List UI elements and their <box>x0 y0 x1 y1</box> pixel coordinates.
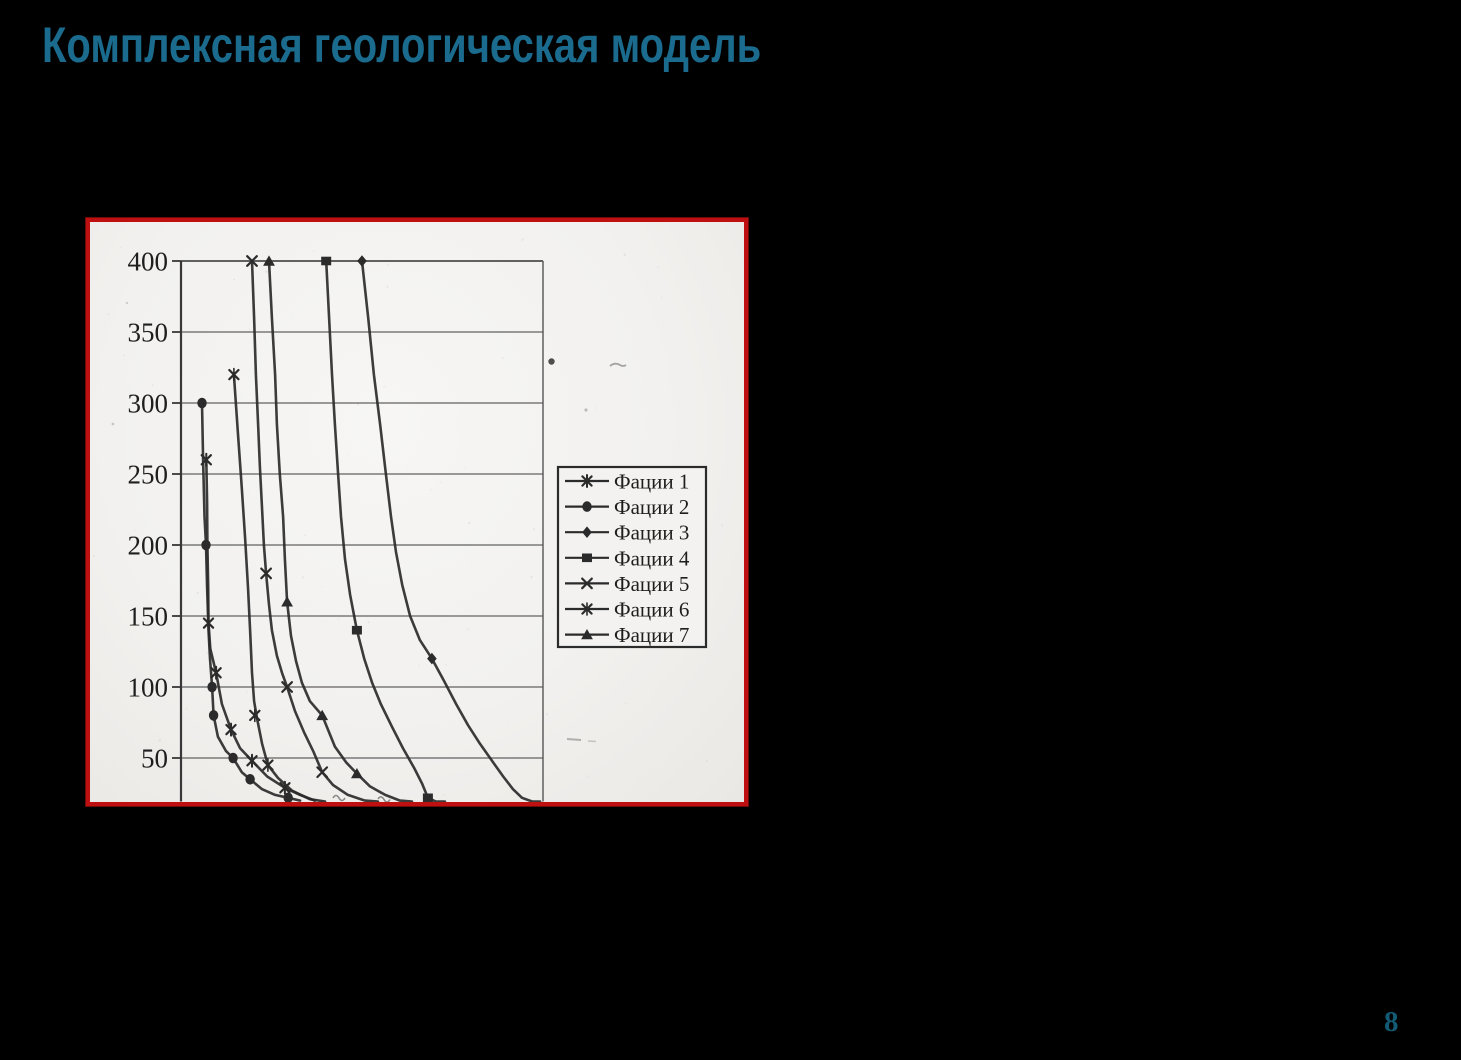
legend-label: Фации 7 <box>614 623 689 647</box>
triangle-marker-icon <box>281 596 293 607</box>
series-6 <box>228 367 327 802</box>
legend-entry: Фации 5 <box>565 572 689 596</box>
series-curve <box>250 259 380 802</box>
series-3 <box>357 255 542 802</box>
y-tick-label: 250 <box>128 460 169 490</box>
square-marker-icon <box>321 256 332 266</box>
xstar-marker-icon <box>210 665 222 680</box>
circle-marker-icon <box>245 774 255 785</box>
legend-entry: Фации 1 <box>565 470 689 494</box>
legend-label: Фации 1 <box>614 470 689 494</box>
legend-entry: Фации 3 <box>565 521 689 545</box>
xstar-marker-icon <box>581 474 593 488</box>
square-marker-icon <box>351 625 362 635</box>
series-7 <box>263 255 414 802</box>
series-1 <box>200 452 317 802</box>
circle-marker-icon <box>208 710 219 721</box>
series-curve <box>232 373 327 802</box>
diamond-marker-icon <box>582 526 592 538</box>
triangle-marker-icon <box>351 768 363 779</box>
square-marker-icon <box>582 553 592 563</box>
xstar-marker-icon <box>246 753 258 768</box>
y-tick-label: 300 <box>128 389 169 419</box>
triangle-marker-icon <box>316 709 329 721</box>
cross-marker-icon <box>581 577 593 590</box>
page-number: 8 <box>1384 1006 1399 1038</box>
cross-marker-icon <box>316 766 329 779</box>
star-marker-icon <box>262 758 274 772</box>
cross-marker-icon <box>260 567 273 580</box>
series-4 <box>321 256 447 802</box>
star-marker-icon <box>228 367 240 382</box>
series-curve <box>205 458 317 802</box>
legend-entry: Фации 4 <box>565 546 690 570</box>
chart-panel: 400 350 300 250 200 150 100 50 Фации 1 Фации 2 Фац… <box>86 218 748 806</box>
star-marker-icon <box>581 602 593 616</box>
diamond-marker-icon <box>357 255 367 267</box>
circle-marker-icon <box>197 397 207 409</box>
y-tick-label: 50 <box>141 744 168 774</box>
legend-entry: Фации 6 <box>565 598 689 622</box>
series-2 <box>197 397 302 802</box>
cross-marker-icon <box>246 255 258 267</box>
legend-entry: Фации 7 <box>565 623 689 647</box>
legend-entry: Фации 2 <box>565 495 689 519</box>
series-5 <box>246 255 380 802</box>
cross-marker-icon <box>281 681 294 693</box>
legend-label: Фации 6 <box>614 598 689 622</box>
circle-marker-icon <box>228 752 238 764</box>
legend-label: Фации 5 <box>614 572 689 596</box>
circle-marker-icon <box>201 539 211 551</box>
scan-smudges <box>111 301 627 802</box>
series-curve <box>267 259 414 802</box>
triangle-marker-icon <box>581 629 593 640</box>
star-marker-icon <box>249 708 261 723</box>
gridlines <box>172 260 543 759</box>
circle-marker-icon <box>582 501 592 512</box>
legend-label: Фации 2 <box>614 495 689 519</box>
triangle-marker-icon <box>263 255 275 266</box>
xstar-marker-icon <box>225 722 237 737</box>
y-tick-label: 350 <box>128 318 169 348</box>
slide-title: Комплексная геологическая модель <box>42 17 762 73</box>
legend-label: Фации 3 <box>614 521 689 545</box>
y-tick-label: 200 <box>128 531 169 561</box>
circle-marker-icon <box>207 681 217 693</box>
scan-noise-specks <box>92 238 724 796</box>
y-tick-label: 400 <box>128 247 169 277</box>
legend-label: Фации 4 <box>614 546 690 570</box>
y-tick-label: 150 <box>128 602 169 632</box>
series-curve <box>324 259 447 802</box>
square-marker-icon <box>422 793 433 802</box>
y-axis-labels: 400 350 300 250 200 150 100 50 <box>128 247 169 774</box>
circle-marker-icon <box>283 792 293 802</box>
y-tick-label: 100 <box>128 673 169 703</box>
